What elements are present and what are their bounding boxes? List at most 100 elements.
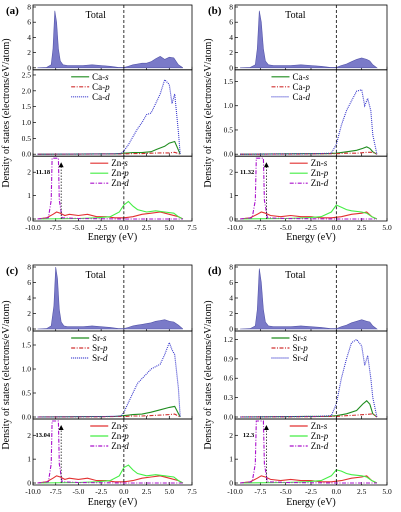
- series-line-sr-d: [37, 341, 181, 418]
- y-axis-title: Density of states (electrons/eV/atom): [203, 38, 214, 187]
- subplot-frame: [234, 69, 388, 157]
- panel-letter: (d): [208, 265, 222, 277]
- x-tick-label: 5.0: [165, 487, 175, 496]
- y-tick-label: 0: [229, 479, 233, 488]
- y-tick-label: 1: [229, 191, 233, 200]
- x-axis-title: Energy (eV): [286, 232, 336, 243]
- x-tick-label: -7.5: [50, 223, 62, 232]
- x-tick-label: 0.0: [332, 487, 342, 496]
- x-tick-label: 7.5: [187, 487, 197, 496]
- x-axis-title: Energy (eV): [88, 497, 138, 508]
- series-line-zn-p: [37, 200, 184, 220]
- legend-label: Zn-d: [111, 178, 129, 188]
- subplot-zinc: 0 1 2 Zn-sZn-pZn-d 12.3: [229, 418, 388, 488]
- subplot-frame: [32, 418, 193, 486]
- total-dos-area: [240, 10, 378, 69]
- x-tick-label: -7.5: [50, 487, 62, 496]
- subplot-total: 0 2 4 6 8 Total: [27, 3, 193, 72]
- y-tick-label: 0.0: [22, 150, 32, 159]
- legend-label: Sr-d: [292, 353, 308, 363]
- peak-arrow-head: [263, 425, 269, 430]
- x-tick-label: -2.5: [305, 223, 317, 232]
- y-tick-label: 0: [27, 215, 31, 224]
- x-tick-label: -5.0: [280, 487, 292, 496]
- y-tick-label: 0.5: [22, 389, 32, 398]
- legend-label: Zn-d: [311, 441, 329, 451]
- subplot-total: 0 2 4 6 8 Total: [27, 263, 193, 334]
- y-tick-label: 0: [27, 63, 31, 72]
- y-tick-label: 0.3: [224, 393, 234, 402]
- legend-label: Zn-p: [311, 431, 329, 441]
- panel-letter: (b): [208, 5, 222, 17]
- y-tick-label: 2: [229, 168, 233, 177]
- x-tick-label: -5.0: [72, 223, 84, 232]
- peak-arrow-head: [263, 162, 269, 168]
- subplot-frame: [32, 330, 193, 420]
- legend-label: Zn-s: [111, 158, 128, 168]
- series-line-sr-s: [37, 405, 181, 418]
- y-tick-label: 1: [27, 191, 31, 200]
- y-tick-label: 2.0: [22, 86, 32, 95]
- y-tick-label: 4: [27, 294, 31, 303]
- y-tick-label: 0.0: [224, 150, 234, 159]
- y-tick-label: 0: [27, 325, 31, 334]
- y-tick-label: 6: [27, 278, 31, 287]
- x-tick-label: 0.0: [119, 223, 129, 232]
- series-line-zn-d: [240, 420, 377, 484]
- series-line-zn-s: [37, 475, 184, 484]
- subplot-cation: 0.0 0.3 0.6 0.9 1.2 Sr-sSr-pSr-d: [224, 330, 388, 422]
- y-axis-title: Density of states (electrons/eV/atom): [203, 300, 214, 449]
- legend-label: Zn-p: [111, 431, 129, 441]
- subplot-zinc: 0 1 2 Zn-sZn-pZn-d 11.18: [27, 155, 193, 224]
- legend-label: Ca-s: [292, 72, 309, 82]
- panel-letter: (c): [6, 265, 19, 277]
- legend-label: Zn-s: [111, 421, 128, 431]
- y-tick-label: 8: [27, 263, 31, 272]
- peak-value-label: 13.04: [35, 432, 50, 439]
- y-tick-label: 0: [229, 63, 233, 72]
- y-tick-label: 6: [27, 18, 31, 27]
- legend-label: Ca-s: [92, 72, 109, 82]
- series-line-zn-d: [240, 157, 377, 220]
- x-tick-label: -10.0: [227, 223, 243, 232]
- total-label: Total: [285, 10, 306, 21]
- y-tick-label: 0.6: [224, 374, 234, 383]
- legend-label: Sr-p: [92, 343, 108, 353]
- y-tick-label: 2: [27, 431, 31, 440]
- series-line-sr-s: [240, 400, 378, 418]
- subplot-cation: 0.0 0.5 1.0 1.5 Sr-sSr-pSr-d: [22, 330, 193, 422]
- y-tick-label: 0.5: [224, 125, 234, 134]
- legend-label: Sr-p: [292, 343, 308, 353]
- legend-label: Ca-p: [92, 82, 110, 92]
- x-tick-label: 5.0: [382, 487, 392, 496]
- x-tick-label: -10.0: [25, 487, 41, 496]
- series-line-ca-d: [37, 78, 181, 155]
- y-tick-label: 2: [229, 48, 233, 57]
- peak-value-label: 12.3: [243, 432, 255, 439]
- x-tick-label: 7.5: [187, 223, 197, 232]
- y-tick-label: 2: [27, 168, 31, 177]
- peak-arrow-head: [58, 162, 64, 168]
- series-line-zn-p: [240, 469, 378, 484]
- y-tick-label: 6: [229, 278, 233, 287]
- y-tick-label: 1.5: [22, 341, 32, 350]
- legend-label: Ca-p: [292, 82, 310, 92]
- y-tick-label: 1.0: [22, 118, 32, 127]
- y-tick-label: 4: [229, 294, 233, 303]
- y-tick-label: 2: [27, 309, 31, 318]
- y-tick-label: 1.0: [224, 101, 234, 110]
- x-tick-label: 5.0: [382, 223, 392, 232]
- y-tick-label: 4: [229, 33, 233, 42]
- legend-label: Zn-p: [111, 168, 129, 178]
- x-tick-label: -2.5: [95, 223, 107, 232]
- panel-letter: (a): [6, 5, 19, 17]
- y-tick-label: 8: [229, 3, 233, 12]
- series-line-sr-d: [240, 338, 378, 418]
- x-tick-label: -5.0: [72, 487, 84, 496]
- legend-label: Zn-d: [111, 441, 129, 451]
- series-line-ca-d: [240, 89, 378, 155]
- y-axis-title: Density of states (electrons/eV/atom): [1, 38, 12, 187]
- total-label: Total: [85, 10, 106, 21]
- subplot-zinc: 0 1 2 Zn-sZn-pZn-d 13.04: [27, 418, 193, 488]
- y-tick-label: 8: [27, 3, 31, 12]
